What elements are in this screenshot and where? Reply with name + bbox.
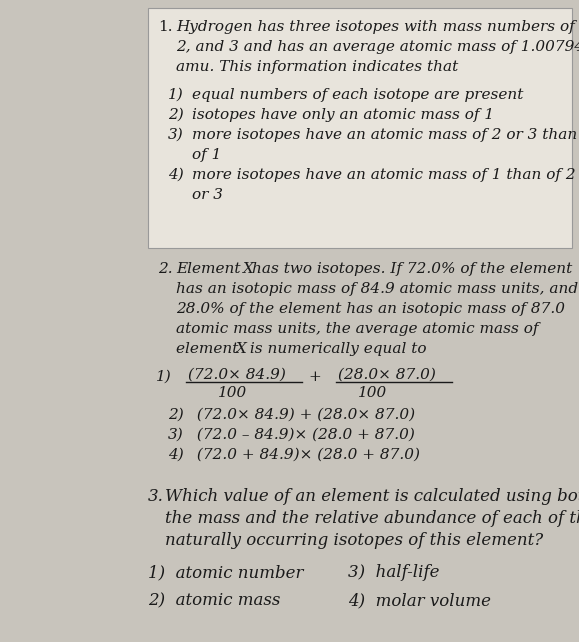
- Text: the mass and the relative abundance of each of the: the mass and the relative abundance of e…: [165, 510, 579, 527]
- Text: 2, and 3 and has an average atomic mass of 1.00794: 2, and 3 and has an average atomic mass …: [176, 40, 579, 54]
- Text: (72.0× 84.9): (72.0× 84.9): [188, 368, 286, 382]
- Text: (28.0× 87.0): (28.0× 87.0): [338, 368, 436, 382]
- Text: 3)  half-life: 3) half-life: [348, 564, 439, 581]
- Text: 2): 2): [168, 108, 184, 122]
- Text: equal numbers of each isotope are present: equal numbers of each isotope are presen…: [192, 88, 523, 102]
- Text: 2.: 2.: [158, 262, 173, 276]
- Text: atomic mass units, the average atomic mass of: atomic mass units, the average atomic ma…: [176, 322, 538, 336]
- Text: element: element: [176, 342, 243, 356]
- Text: 100: 100: [218, 386, 247, 400]
- Text: 1)  atomic number: 1) atomic number: [148, 564, 303, 581]
- Text: 1): 1): [168, 88, 184, 102]
- Text: 28.0% of the element has an isotopic mass of 87.0: 28.0% of the element has an isotopic mas…: [176, 302, 565, 316]
- Text: Element: Element: [176, 262, 245, 276]
- Bar: [148, 8, 572, 248]
- Text: 4): 4): [168, 168, 184, 182]
- Text: Hydrogen has three isotopes with mass numbers of 1,: Hydrogen has three isotopes with mass nu…: [176, 20, 579, 34]
- Text: 1.: 1.: [158, 20, 173, 34]
- Text: naturally occurring isotopes of this element?: naturally occurring isotopes of this ele…: [165, 532, 543, 549]
- Text: (72.0 – 84.9)× (28.0 + 87.0): (72.0 – 84.9)× (28.0 + 87.0): [192, 428, 415, 442]
- Text: 3.: 3.: [148, 488, 164, 505]
- Text: 1): 1): [156, 370, 172, 384]
- Text: Which value of an element is calculated using both: Which value of an element is calculated …: [165, 488, 579, 505]
- Text: 2)  atomic mass: 2) atomic mass: [148, 592, 280, 609]
- Text: or 3: or 3: [192, 188, 223, 202]
- Text: 100: 100: [358, 386, 387, 400]
- Text: amu. This information indicates that: amu. This information indicates that: [176, 60, 458, 74]
- Text: has an isotopic mass of 84.9 atomic mass units, and: has an isotopic mass of 84.9 atomic mass…: [176, 282, 578, 296]
- Text: more isotopes have an atomic mass of 2 or 3 than: more isotopes have an atomic mass of 2 o…: [192, 128, 577, 142]
- Text: of 1: of 1: [192, 148, 221, 162]
- Text: 4)  molar volume: 4) molar volume: [348, 592, 491, 609]
- Text: 3): 3): [168, 128, 184, 142]
- Text: has two isotopes. If 72.0% of the element: has two isotopes. If 72.0% of the elemen…: [252, 262, 572, 276]
- Text: +: +: [308, 370, 321, 384]
- Text: more isotopes have an atomic mass of 1 than of 2: more isotopes have an atomic mass of 1 t…: [192, 168, 576, 182]
- Text: 4): 4): [168, 448, 184, 462]
- Text: 2): 2): [168, 408, 184, 422]
- Text: X: X: [236, 342, 247, 356]
- Text: isotopes have only an atomic mass of 1: isotopes have only an atomic mass of 1: [192, 108, 494, 122]
- Text: is numerically equal to: is numerically equal to: [245, 342, 427, 356]
- Text: (72.0 + 84.9)× (28.0 + 87.0): (72.0 + 84.9)× (28.0 + 87.0): [192, 448, 420, 462]
- Text: (72.0× 84.9) + (28.0× 87.0): (72.0× 84.9) + (28.0× 87.0): [192, 408, 415, 422]
- Text: X: X: [243, 262, 254, 276]
- Text: 3): 3): [168, 428, 184, 442]
